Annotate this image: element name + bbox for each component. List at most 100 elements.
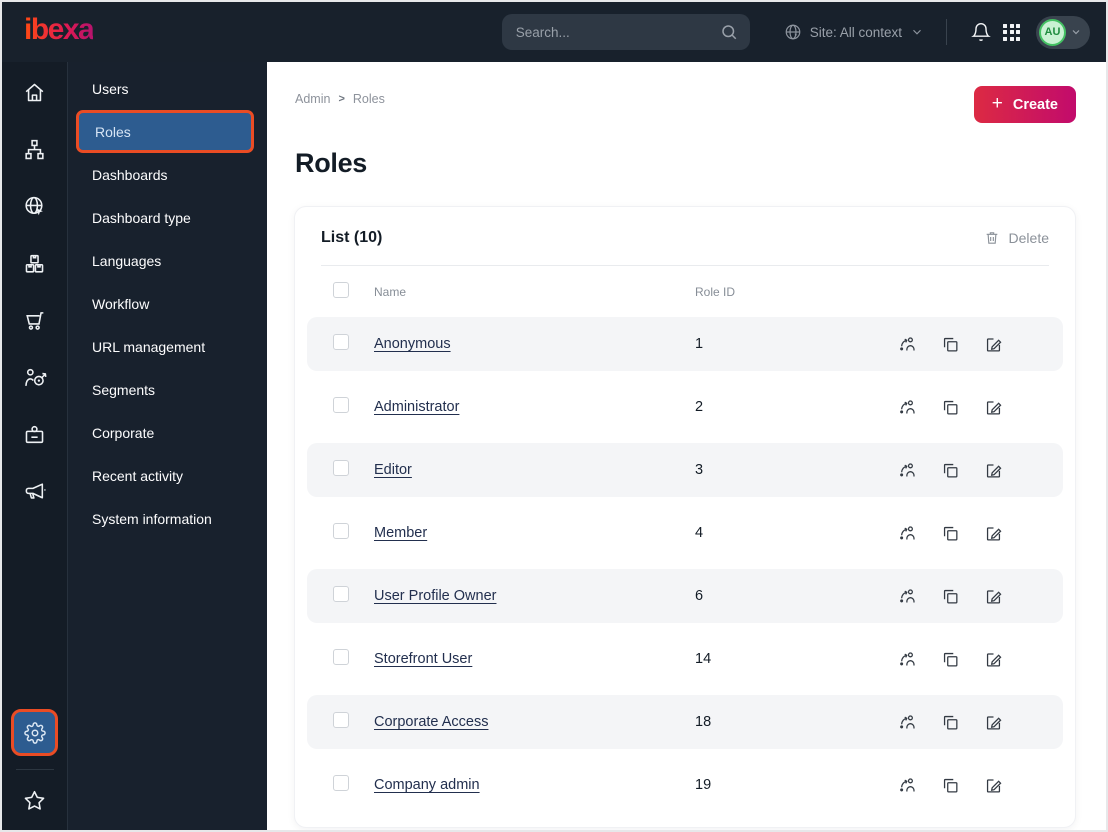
rail-item-commerce[interactable] bbox=[2, 292, 68, 349]
assign-user-icon bbox=[898, 713, 917, 732]
row-checkbox[interactable] bbox=[333, 459, 349, 476]
packages-icon bbox=[22, 251, 47, 276]
edit-button[interactable] bbox=[984, 776, 1003, 795]
notifications-button[interactable] bbox=[965, 16, 997, 48]
search-icon[interactable] bbox=[720, 23, 738, 41]
row-checkbox[interactable] bbox=[333, 333, 349, 350]
sidebar-item-dashboard-type[interactable]: Dashboard type bbox=[92, 209, 191, 226]
page-title: Roles bbox=[295, 148, 368, 178]
sidebar-item-dashboards[interactable]: Dashboards bbox=[92, 166, 168, 183]
sidebar-item-url-management[interactable]: URL management bbox=[92, 338, 206, 355]
breadcrumb-roles[interactable]: Roles bbox=[352, 92, 385, 106]
ibexa-logo[interactable]: ibexa bbox=[24, 15, 95, 49]
role-name-link[interactable]: Company admin bbox=[374, 777, 480, 793]
sidebar-item-recent-activity[interactable]: Recent activity bbox=[92, 467, 184, 484]
assign-user-button[interactable] bbox=[898, 587, 917, 606]
edit-button[interactable] bbox=[984, 398, 1003, 417]
copy-icon bbox=[941, 587, 960, 606]
copy-button[interactable] bbox=[941, 650, 960, 669]
rail-item-marketing[interactable] bbox=[2, 463, 68, 520]
create-button[interactable]: + Create bbox=[973, 86, 1076, 123]
assign-user-button[interactable] bbox=[898, 398, 917, 417]
global-search[interactable] bbox=[501, 14, 750, 50]
bell-icon bbox=[971, 22, 991, 42]
assign-user-icon bbox=[898, 461, 917, 480]
select-all-checkbox[interactable] bbox=[333, 282, 349, 298]
role-name-link[interactable]: Member bbox=[374, 525, 428, 541]
role-name-link[interactable]: User Profile Owner bbox=[374, 588, 497, 604]
favorites-star-icon bbox=[22, 788, 47, 813]
table-body: Anonymous 1 bbox=[295, 317, 1075, 812]
edit-button[interactable] bbox=[984, 650, 1003, 669]
app-switcher-button[interactable] bbox=[997, 18, 1026, 47]
sidebar-item-segments[interactable]: Segments bbox=[92, 381, 156, 398]
search-input[interactable] bbox=[515, 24, 720, 40]
table-row: Corporate Access 18 bbox=[307, 695, 1063, 749]
list-title: List (10) bbox=[321, 229, 383, 246]
row-checkbox[interactable] bbox=[333, 522, 349, 539]
role-id-value: 4 bbox=[695, 525, 704, 541]
row-checkbox[interactable] bbox=[333, 648, 349, 665]
column-header-name: Name bbox=[374, 284, 407, 299]
rail-item-site[interactable] bbox=[2, 178, 68, 235]
role-id-value: 3 bbox=[695, 462, 704, 478]
create-button-label: Create bbox=[1012, 96, 1058, 113]
rail-item-personalization[interactable] bbox=[2, 349, 68, 406]
copy-button[interactable] bbox=[941, 398, 960, 417]
copy-button[interactable] bbox=[941, 524, 960, 543]
role-name-link[interactable]: Anonymous bbox=[374, 336, 451, 352]
delete-button[interactable]: Delete bbox=[984, 230, 1049, 246]
row-checkbox[interactable] bbox=[333, 774, 349, 791]
edit-button[interactable] bbox=[984, 524, 1003, 543]
edit-button[interactable] bbox=[984, 587, 1003, 606]
sidebar-item-system-information[interactable]: System information bbox=[92, 510, 212, 527]
site-context-selector[interactable]: Site: All context bbox=[784, 23, 924, 41]
assign-user-button[interactable] bbox=[898, 713, 917, 732]
breadcrumb-admin[interactable]: Admin bbox=[295, 92, 331, 106]
role-name-link[interactable]: Editor bbox=[374, 462, 412, 478]
rail-item-products[interactable] bbox=[2, 235, 68, 292]
sidebar-item-languages[interactable]: Languages bbox=[92, 252, 162, 269]
rail-item-favorites[interactable] bbox=[2, 780, 68, 820]
cart-icon bbox=[22, 308, 47, 333]
edit-icon bbox=[984, 776, 1003, 795]
sidebar-item-roles[interactable]: Roles bbox=[76, 110, 254, 153]
role-name-link[interactable]: Administrator bbox=[374, 399, 460, 415]
edit-button[interactable] bbox=[984, 713, 1003, 732]
trash-icon bbox=[984, 230, 1000, 246]
copy-icon bbox=[941, 776, 960, 795]
plus-icon: + bbox=[991, 93, 1003, 114]
copy-icon bbox=[941, 713, 960, 732]
copy-button[interactable] bbox=[941, 461, 960, 480]
globe-icon bbox=[784, 23, 802, 41]
user-menu[interactable]: AU bbox=[1036, 15, 1090, 49]
rail-item-content-structure[interactable] bbox=[2, 121, 68, 178]
edit-icon bbox=[984, 713, 1003, 732]
sidebar-item-corporate[interactable]: Corporate bbox=[92, 424, 155, 441]
rail-item-home[interactable] bbox=[2, 64, 68, 121]
row-checkbox[interactable] bbox=[333, 396, 349, 413]
assign-user-button[interactable] bbox=[898, 776, 917, 795]
assign-user-button[interactable] bbox=[898, 524, 917, 543]
role-name-link[interactable]: Storefront User bbox=[374, 651, 473, 667]
column-header-role-id: Role ID bbox=[695, 284, 736, 299]
assign-user-button[interactable] bbox=[898, 461, 917, 480]
sidebar-item-users[interactable]: Users bbox=[92, 80, 129, 97]
role-name-link[interactable]: Corporate Access bbox=[374, 714, 489, 730]
rail-item-settings-highlighted[interactable] bbox=[11, 709, 58, 756]
copy-button[interactable] bbox=[941, 713, 960, 732]
assign-user-button[interactable] bbox=[898, 650, 917, 669]
copy-button[interactable] bbox=[941, 335, 960, 354]
sidebar-item-workflow[interactable]: Workflow bbox=[92, 295, 150, 312]
role-id-value: 18 bbox=[695, 714, 712, 730]
copy-button[interactable] bbox=[941, 587, 960, 606]
assign-user-button[interactable] bbox=[898, 335, 917, 354]
row-checkbox[interactable] bbox=[333, 711, 349, 728]
site-globe-icon bbox=[22, 194, 47, 219]
row-checkbox[interactable] bbox=[333, 585, 349, 602]
copy-button[interactable] bbox=[941, 776, 960, 795]
edit-button[interactable] bbox=[984, 335, 1003, 354]
rail-item-corporate[interactable] bbox=[2, 406, 68, 463]
edit-button[interactable] bbox=[984, 461, 1003, 480]
rail-divider bbox=[15, 769, 54, 770]
